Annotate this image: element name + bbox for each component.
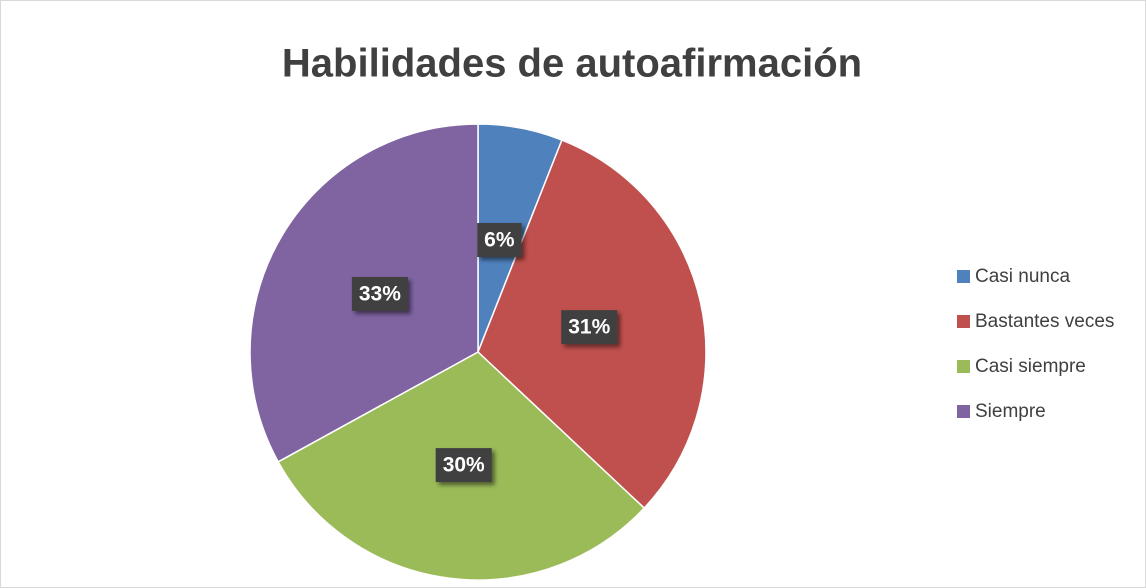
chart-title: Habilidades de autoafirmación — [282, 42, 862, 86]
data-label-text: 6% — [484, 229, 515, 252]
legend-label: Bastantes veces — [975, 311, 1114, 332]
legend-label: Casi nunca — [975, 266, 1070, 287]
data-label-text: 33% — [359, 283, 401, 306]
data-label-box — [477, 223, 522, 258]
data-label-box — [435, 448, 492, 483]
data-label-box — [561, 310, 618, 345]
legend-swatch — [957, 405, 970, 418]
legend-swatch — [957, 270, 970, 283]
legend-swatch — [957, 315, 970, 328]
legend-label: Casi siempre — [975, 356, 1086, 377]
legend-swatch — [957, 360, 970, 373]
data-label-box — [351, 276, 408, 311]
legend-label: Siempre — [975, 401, 1046, 422]
data-label-text: 30% — [443, 454, 485, 477]
data-label-text: 31% — [568, 316, 610, 339]
